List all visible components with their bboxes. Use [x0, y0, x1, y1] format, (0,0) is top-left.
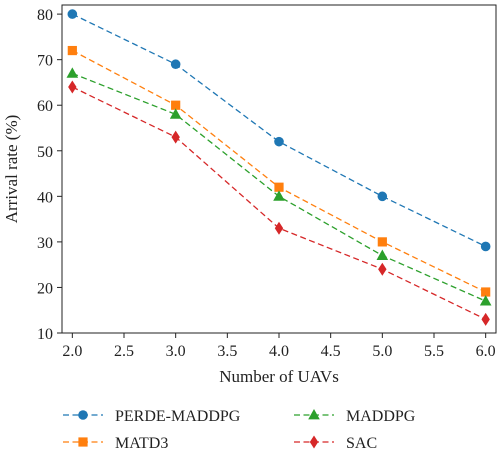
legend-item: MADDPG — [294, 408, 416, 425]
y-tick-label: 50 — [37, 144, 53, 161]
x-tick-label: 6.0 — [476, 343, 496, 360]
data-point — [480, 241, 491, 252]
x-axis-title: Number of UAVs — [219, 367, 339, 386]
legend-label: MATD3 — [115, 435, 168, 452]
legend-label: PERDE-MADDPG — [115, 408, 241, 425]
y-axis-title: Arrival rate (%) — [2, 115, 21, 224]
series-line — [72, 49, 486, 293]
y-tick-label: 10 — [37, 326, 53, 343]
data-point — [378, 262, 387, 276]
data-point — [481, 312, 490, 326]
y-axis-ticks: 10 20 30 40 50 60 70 80 — [37, 7, 62, 343]
y-tick-label: 80 — [37, 7, 53, 24]
y-tick-label: 70 — [37, 53, 53, 70]
x-tick-label: 3.5 — [217, 343, 237, 360]
legend-marker — [308, 409, 320, 420]
x-tick-label: 5.0 — [372, 343, 392, 360]
data-point — [170, 59, 181, 70]
data-point — [171, 130, 180, 144]
x-tick-label: 5.5 — [424, 343, 444, 360]
y-tick-label: 20 — [37, 280, 53, 297]
data-point — [68, 80, 77, 94]
data-point — [274, 221, 284, 235]
plot-area — [61, 4, 497, 334]
series-0 — [67, 9, 491, 252]
data-point — [67, 9, 78, 19]
series-2 — [66, 67, 492, 306]
series-1 — [67, 45, 491, 297]
series-layer — [66, 9, 492, 326]
legend-marker — [78, 437, 88, 447]
series-3 — [68, 80, 490, 326]
data-point — [67, 45, 77, 56]
legend-marker — [309, 435, 319, 449]
data-point — [377, 237, 387, 247]
x-axis-ticks: 2.0 2.5 3.0 3.5 4.0 4.5 5.0 5.5 6.0 — [62, 333, 496, 360]
legend-item: PERDE-MADDPG — [63, 408, 241, 425]
data-point — [377, 191, 388, 202]
data-point — [169, 108, 182, 119]
data-point — [376, 249, 389, 260]
y-tick-label: 60 — [37, 98, 53, 115]
series-line — [72, 86, 486, 320]
x-tick-label: 2.5 — [114, 343, 134, 360]
x-tick-label: 4.5 — [321, 343, 341, 360]
y-tick-label: 30 — [37, 235, 53, 252]
y-tick-label: 40 — [37, 189, 53, 206]
x-tick-label: 4.0 — [269, 343, 289, 360]
data-point — [274, 136, 284, 147]
legend-label: SAC — [346, 435, 377, 452]
legend: PERDE-MADDPG MADDPG MATD3 SAC — [63, 408, 416, 452]
data-point — [273, 190, 285, 201]
legend-item: MATD3 — [63, 435, 168, 452]
data-point — [479, 295, 492, 306]
data-point — [481, 287, 491, 297]
plot-frame — [61, 4, 497, 334]
series-line — [72, 13, 486, 248]
legend-item: SAC — [294, 435, 377, 452]
x-tick-label: 2.0 — [62, 343, 82, 360]
legend-label: MADDPG — [346, 408, 416, 425]
x-tick-label: 3.0 — [166, 343, 186, 360]
data-point — [171, 100, 181, 110]
data-point — [66, 67, 79, 78]
data-point — [274, 182, 284, 192]
legend-marker — [78, 410, 88, 420]
